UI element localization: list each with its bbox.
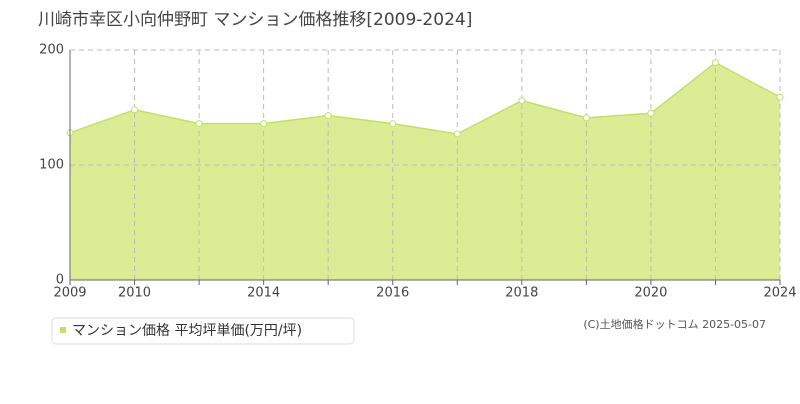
legend-box xyxy=(51,317,355,345)
x-tick-label: 2009 xyxy=(53,286,86,301)
x-tick-label: 2010 xyxy=(118,286,151,301)
x-tick-label: 2016 xyxy=(376,286,409,301)
plot: 0 100 200 2009 2010 2014 2016 2018 2020 2024 xyxy=(39,43,796,301)
legend-swatch xyxy=(60,327,66,333)
x-tick-label: 2018 xyxy=(505,286,538,301)
copyright: (C)土地価格ドットコム 2025-05-07 xyxy=(583,317,766,331)
y-tick-label: 0 xyxy=(56,273,64,288)
point xyxy=(711,59,719,67)
point xyxy=(647,109,655,117)
line xyxy=(69,61,781,135)
x-tick-label: 2020 xyxy=(634,286,667,301)
x-tick-label: 2024 xyxy=(763,286,796,301)
point xyxy=(131,106,139,114)
point xyxy=(518,97,526,105)
chart-title: 川崎市幸区小向仲野町 マンション価格推移[2009-2024] xyxy=(38,10,472,30)
point xyxy=(776,93,784,101)
y-tick-label: 200 xyxy=(39,43,64,58)
point xyxy=(260,120,268,128)
point xyxy=(582,114,590,122)
point xyxy=(389,120,397,128)
point xyxy=(324,112,332,120)
point xyxy=(453,130,461,138)
y-tick-label: 100 xyxy=(39,158,64,173)
point xyxy=(195,120,203,128)
x-tick-label: 2014 xyxy=(247,286,280,301)
legend-label: マンション価格 平均坪単価(万円/坪) xyxy=(72,323,302,339)
